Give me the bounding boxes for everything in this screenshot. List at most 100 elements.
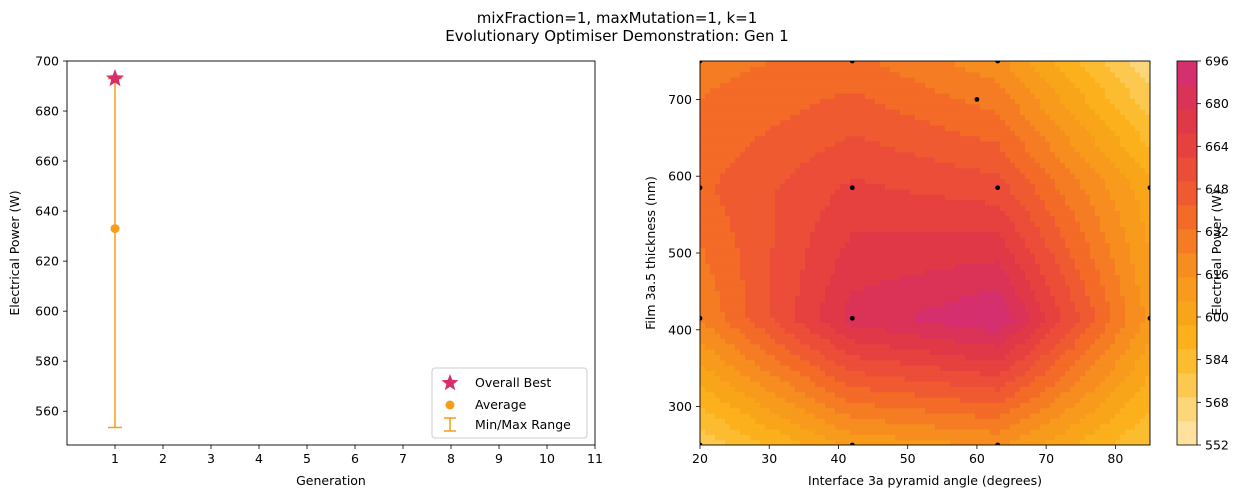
contour-cell [940, 247, 946, 254]
contour-cell [760, 434, 766, 441]
contour-cell [890, 237, 896, 243]
contour-cell [900, 66, 906, 73]
contour-cell [840, 103, 846, 110]
contour-cell [935, 109, 941, 115]
contour-cell [1040, 397, 1046, 403]
contour-cell [870, 306, 876, 313]
contour-cell [840, 135, 846, 142]
contour-cell [935, 173, 941, 179]
contour-cell [930, 109, 936, 115]
contour-cell [1030, 194, 1036, 201]
contour-cell [775, 66, 781, 73]
contour-cell [995, 263, 1001, 270]
contour-cell [815, 87, 821, 94]
contour-cell [985, 359, 991, 366]
contour-cell [1000, 439, 1006, 445]
contour-cell [875, 61, 881, 67]
contour-cell [810, 322, 816, 329]
contour-cell [840, 77, 846, 83]
contour-cell [955, 135, 961, 142]
contour-cell [980, 359, 986, 366]
contour-cell [725, 413, 731, 419]
contour-cell [760, 338, 766, 345]
contour-cell [710, 402, 716, 409]
contour-cell [1000, 258, 1006, 265]
contour-cell [720, 301, 726, 307]
contour-cell [800, 434, 806, 441]
contour-cell [935, 242, 941, 249]
contour-cell [1030, 114, 1036, 121]
contour-cell [940, 386, 946, 393]
contour-cell [810, 237, 816, 243]
contour-cell [805, 247, 811, 254]
contour-cell [855, 402, 861, 409]
contour-cell [850, 338, 856, 345]
contour-cell [785, 242, 791, 249]
contour-cell [1020, 285, 1026, 291]
contour-cell [870, 226, 876, 233]
contour-cell [700, 365, 706, 371]
contour-cell [980, 189, 986, 195]
contour-cell [745, 205, 751, 211]
contour-cell [765, 258, 771, 265]
contour-cell [870, 189, 876, 195]
contour-cell [800, 221, 806, 227]
contour-cell [900, 215, 906, 222]
contour-cell [950, 327, 956, 334]
contour-cell [775, 279, 781, 286]
contour-cell [945, 269, 951, 275]
contour-cell [755, 199, 761, 206]
contour-cell [775, 418, 781, 425]
contour-cell [905, 434, 911, 441]
contour-cell [1035, 343, 1041, 350]
contour-cell [920, 338, 926, 345]
contour-cell [770, 61, 776, 67]
contour-cell [930, 151, 936, 158]
contour-cell [835, 199, 841, 206]
contour-cell [805, 290, 811, 297]
contour-cell [810, 141, 816, 147]
contour-cell [705, 114, 711, 121]
contour-cell [890, 306, 896, 313]
contour-cell [835, 119, 841, 126]
contour-cell [925, 146, 931, 153]
contour-cell [965, 210, 971, 217]
contour-cell [975, 407, 981, 414]
contour-cell [755, 82, 761, 89]
contour-cell [800, 327, 806, 334]
contour-cell [1010, 290, 1016, 297]
contour-cell [925, 247, 931, 254]
contour-cell [975, 210, 981, 217]
contour-cell [715, 237, 721, 243]
contour-cell [1035, 434, 1041, 441]
contour-cell [740, 61, 746, 67]
contour-cell [985, 402, 991, 409]
contour-cell [800, 311, 806, 318]
contour-cell [775, 205, 781, 211]
contour-cell [1025, 423, 1031, 430]
contour-cell [850, 205, 856, 211]
contour-cell [925, 205, 931, 211]
contour-cell [925, 407, 931, 414]
contour-cell [960, 343, 966, 350]
contour-cell [865, 82, 871, 89]
contour-cell [760, 77, 766, 83]
contour-cell [960, 87, 966, 94]
contour-cell [790, 311, 796, 318]
contour-cell [895, 242, 901, 249]
contour-cell [865, 258, 871, 265]
contour-cell [1020, 247, 1026, 254]
contour-cell [705, 162, 711, 169]
contour-cell [750, 194, 756, 201]
contour-cell [820, 189, 826, 195]
contour-cell [905, 82, 911, 89]
contour-cell [875, 375, 881, 382]
contour-cell [745, 103, 751, 110]
contour-cell [905, 253, 911, 259]
contour-cell [700, 333, 706, 339]
contour-cell [810, 125, 816, 131]
contour-cell [1005, 418, 1011, 425]
contour-cell [765, 429, 771, 435]
contour-cell [850, 263, 856, 270]
